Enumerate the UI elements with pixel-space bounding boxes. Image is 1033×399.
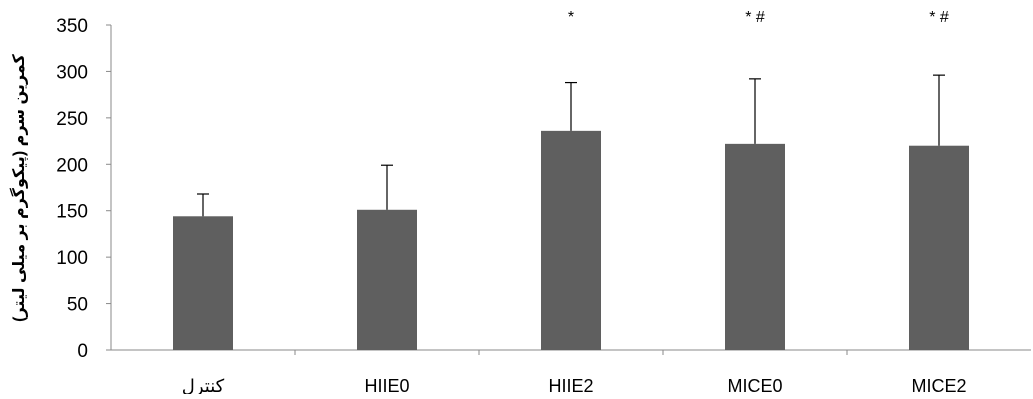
x-tick-label: HIIE0 (364, 376, 409, 394)
y-tick-label: 250 (56, 109, 88, 130)
bar (173, 216, 233, 350)
y-tick-label: 100 (56, 248, 88, 269)
bar (909, 145, 969, 350)
y-tick-label: 150 (56, 202, 88, 223)
significance-marker: * # (745, 9, 765, 26)
bar (725, 143, 785, 350)
y-tick-label: 50 (67, 295, 88, 316)
significance-marker: * (568, 9, 574, 26)
x-tick-label: HIIE2 (548, 376, 593, 394)
y-axis-label: کمرین سرم (پیکوگرم بر میلی لیتر) (9, 53, 29, 321)
y-tick-label: 0 (77, 341, 88, 362)
x-tick-label: MICE0 (727, 376, 782, 394)
bar (357, 209, 417, 350)
x-tick-label: MICE2 (911, 376, 966, 394)
y-tick-label: 300 (56, 62, 88, 83)
y-tick-label: 200 (56, 155, 88, 176)
significance-marker: * # (929, 9, 949, 26)
y-tick-label: 350 (56, 16, 88, 37)
bar (541, 130, 601, 350)
x-tick-label: کنترل (182, 376, 225, 394)
